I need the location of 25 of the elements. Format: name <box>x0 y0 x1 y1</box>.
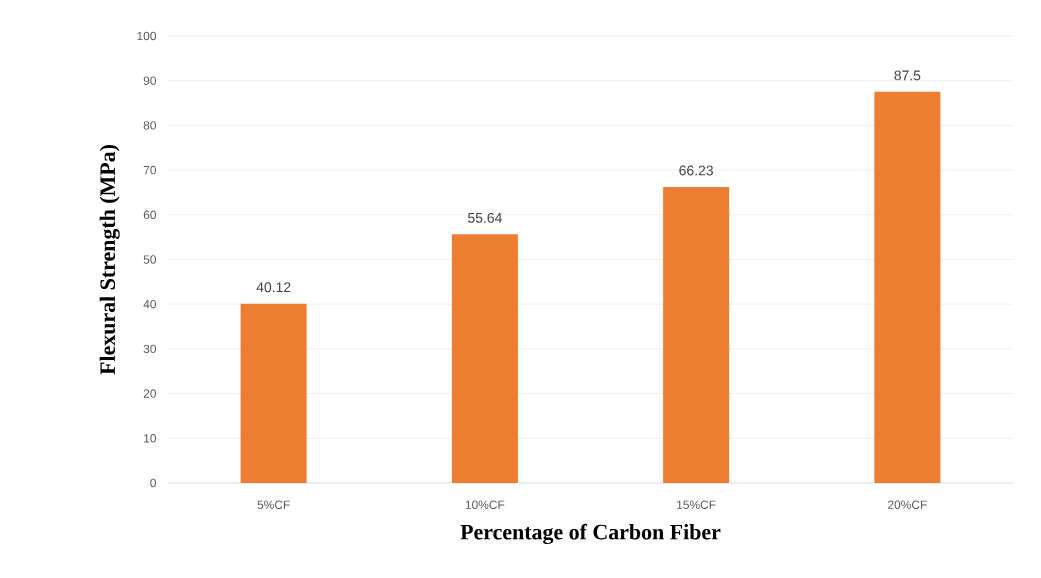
y-tick-label: 100 <box>137 31 157 41</box>
y-tick-label: 30 <box>143 344 157 354</box>
data-label: 40.12 <box>256 282 291 293</box>
bar <box>240 303 307 483</box>
y-tick-label: 0 <box>150 478 157 488</box>
x-axis-title: Percentage of Carbon Fiber <box>460 523 721 545</box>
y-tick-label: 80 <box>143 121 157 130</box>
y-tick-label: 20 <box>143 389 157 398</box>
data-label: 87.5 <box>894 70 921 81</box>
x-tick-label: 15%CF <box>677 500 716 509</box>
y-tick-label: 60 <box>143 210 157 220</box>
y-tick-label: 40 <box>143 299 157 309</box>
bar <box>663 186 730 483</box>
y-tick-label: 10 <box>144 434 157 443</box>
data-label: 66.23 <box>679 165 713 176</box>
x-tick-label: 5%CF <box>257 500 290 509</box>
y-tick-label: 90 <box>143 76 157 85</box>
bar <box>874 91 941 483</box>
y-tick-label: 50 <box>143 255 157 264</box>
data-label: 55.64 <box>467 212 502 223</box>
x-tick-label: 20%CF <box>888 500 927 509</box>
y-tick-label: 70 <box>143 165 157 175</box>
y-axis-title: Flexural Strength (MPa) <box>99 145 120 375</box>
bar <box>451 234 518 483</box>
x-tick-label: 10%CF <box>465 500 505 509</box>
